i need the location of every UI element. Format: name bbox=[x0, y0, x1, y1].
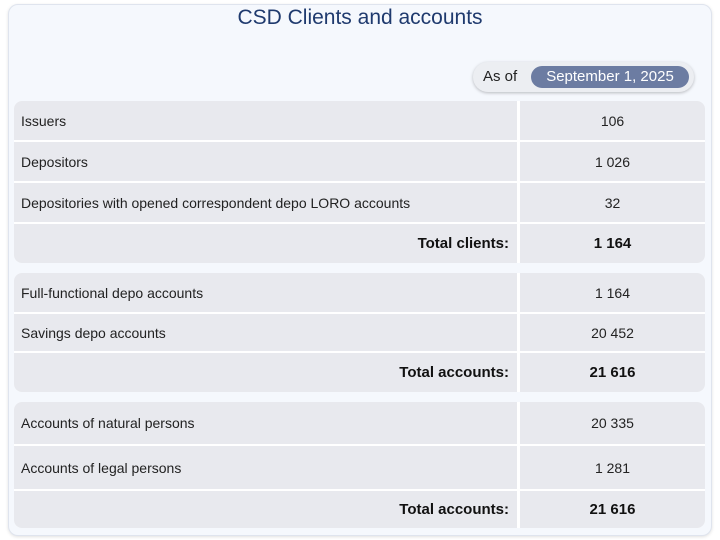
title: CSD Clients and accounts bbox=[237, 6, 483, 29]
table-row: Savings depo accounts 20 452 bbox=[14, 314, 705, 351]
row-value: 20 335 bbox=[520, 402, 705, 444]
row-value: 21 616 bbox=[520, 353, 705, 392]
row-value: 21 616 bbox=[520, 491, 705, 528]
as-of-label: As of bbox=[483, 68, 518, 85]
row-value: 106 bbox=[520, 101, 705, 140]
date-badge: As of September 1, 2025 bbox=[473, 62, 694, 92]
row-value: 1 281 bbox=[520, 446, 705, 489]
row-label: Total accounts: bbox=[14, 353, 517, 392]
row-label: Full-functional depo accounts bbox=[14, 273, 517, 312]
row-label: Total accounts: bbox=[14, 491, 517, 528]
table-row: Depositories with opened correspondent d… bbox=[14, 183, 705, 222]
row-label: Depositors bbox=[14, 142, 517, 181]
row-value: 1 026 bbox=[520, 142, 705, 181]
row-label: Issuers bbox=[14, 101, 517, 140]
table-row: Full-functional depo accounts 1 164 bbox=[14, 273, 705, 312]
row-group: Issuers 106 Depositors 1 026 Depositories wi… bbox=[14, 101, 705, 263]
row-label: Accounts of natural persons bbox=[14, 402, 517, 444]
row-value: 20 452 bbox=[520, 314, 705, 351]
row-group: Accounts of natural persons 20 335 Account… bbox=[14, 402, 705, 528]
row-label: Depositories with opened correspondent d… bbox=[14, 183, 517, 222]
row-value: 1 164 bbox=[520, 273, 705, 312]
table-row: Depositors 1 026 bbox=[14, 142, 705, 181]
table-row: Issuers 106 bbox=[14, 101, 705, 140]
date: September 1, 2025 bbox=[531, 66, 689, 88]
table-row: Accounts of natural persons 20 335 bbox=[14, 402, 705, 444]
row-label: Total clients: bbox=[14, 224, 517, 263]
row-value: 1 164 bbox=[520, 224, 705, 263]
total-row: Total accounts: 21 616 bbox=[14, 491, 705, 528]
row-group: Full-functional depo accounts 1 164 Saving… bbox=[14, 273, 705, 392]
table-row: Accounts of legal persons 1 281 bbox=[14, 446, 705, 489]
total-row: Total accounts: 21 616 bbox=[14, 353, 705, 392]
total-row: Total clients: 1 164 bbox=[14, 224, 705, 263]
row-value: 32 bbox=[520, 183, 705, 222]
row-label: Savings depo accounts bbox=[14, 314, 517, 351]
row-label: Accounts of legal persons bbox=[14, 446, 517, 489]
